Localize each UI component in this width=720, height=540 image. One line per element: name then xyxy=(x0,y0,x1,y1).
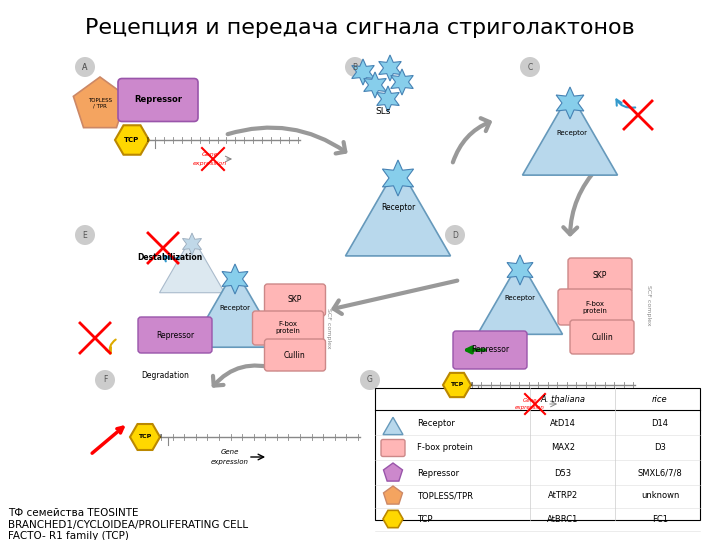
Text: expression: expression xyxy=(193,160,227,165)
Text: D: D xyxy=(452,231,458,240)
Polygon shape xyxy=(73,77,127,127)
Polygon shape xyxy=(391,69,413,95)
Text: G: G xyxy=(367,375,373,384)
Text: SCF complex: SCF complex xyxy=(325,308,330,348)
Circle shape xyxy=(520,57,540,77)
Text: Рецепция и передача сигнала стриголактонов: Рецепция и передача сигнала стриголактон… xyxy=(85,18,635,38)
FancyBboxPatch shape xyxy=(264,339,325,371)
Polygon shape xyxy=(352,59,374,85)
Text: Repressor: Repressor xyxy=(471,346,509,354)
Polygon shape xyxy=(382,160,413,196)
Polygon shape xyxy=(477,261,562,334)
FancyBboxPatch shape xyxy=(453,331,527,369)
Circle shape xyxy=(345,57,365,77)
Polygon shape xyxy=(556,87,584,119)
Polygon shape xyxy=(182,233,202,255)
Text: Receptor: Receptor xyxy=(557,130,588,136)
Text: TCP: TCP xyxy=(451,382,464,388)
Polygon shape xyxy=(507,255,533,285)
FancyBboxPatch shape xyxy=(118,78,198,122)
FancyBboxPatch shape xyxy=(253,311,323,345)
Text: SKP: SKP xyxy=(593,271,607,280)
Circle shape xyxy=(360,370,380,390)
Text: Receptor: Receptor xyxy=(505,295,536,301)
Text: F: F xyxy=(103,375,107,384)
Text: D14: D14 xyxy=(652,418,668,428)
Text: I: I xyxy=(159,435,161,440)
Circle shape xyxy=(445,225,465,245)
Polygon shape xyxy=(364,72,386,98)
Text: Receptor: Receptor xyxy=(220,305,251,311)
Text: B: B xyxy=(352,63,358,71)
Text: E: E xyxy=(83,231,87,240)
Text: Cullin: Cullin xyxy=(591,333,613,341)
Text: Repressor: Repressor xyxy=(156,330,194,340)
Text: Degradation: Degradation xyxy=(141,370,189,380)
Text: I: I xyxy=(470,382,472,388)
FancyBboxPatch shape xyxy=(381,440,405,456)
Polygon shape xyxy=(383,510,403,528)
Text: TCP: TCP xyxy=(417,515,433,523)
FancyBboxPatch shape xyxy=(558,289,632,325)
Polygon shape xyxy=(443,373,471,397)
Text: SKP: SKP xyxy=(288,295,302,305)
Text: D53: D53 xyxy=(554,469,572,477)
Text: Receptor: Receptor xyxy=(381,202,415,212)
Circle shape xyxy=(75,57,95,77)
Text: Gene: Gene xyxy=(202,152,218,158)
Polygon shape xyxy=(379,55,401,81)
FancyBboxPatch shape xyxy=(568,258,632,292)
Text: Gene: Gene xyxy=(523,397,537,402)
Text: F-box
protein: F-box protein xyxy=(276,321,300,334)
Polygon shape xyxy=(523,93,618,175)
Text: D3: D3 xyxy=(654,443,666,453)
Polygon shape xyxy=(115,125,149,155)
Text: ТФ семейства TEOSINTE
BRANCHED1/CYCLOIDEA/PROLIFERATING CELL
FACTO- R1 family (T: ТФ семейства TEOSINTE BRANCHED1/CYCLOIDE… xyxy=(8,508,248,540)
Polygon shape xyxy=(190,269,280,347)
Text: expression: expression xyxy=(515,406,545,410)
Polygon shape xyxy=(160,237,225,293)
Text: TCP: TCP xyxy=(138,435,152,440)
Text: SMXL6/7/8: SMXL6/7/8 xyxy=(638,469,683,477)
Text: Repressor: Repressor xyxy=(134,96,182,105)
Circle shape xyxy=(95,370,115,390)
Text: AtBRC1: AtBRC1 xyxy=(547,515,579,523)
Text: SLs: SLs xyxy=(375,107,391,117)
Text: Cullin: Cullin xyxy=(284,350,306,360)
Text: AtD14: AtD14 xyxy=(550,418,576,428)
Polygon shape xyxy=(222,264,248,294)
Text: I: I xyxy=(146,137,148,143)
Text: F-box protein: F-box protein xyxy=(417,443,473,453)
Text: A: A xyxy=(82,64,88,72)
Text: unknown: unknown xyxy=(641,491,679,501)
Polygon shape xyxy=(383,417,403,435)
Text: Gene: Gene xyxy=(221,449,239,455)
Circle shape xyxy=(75,225,95,245)
Polygon shape xyxy=(346,165,451,256)
Text: Receptor: Receptor xyxy=(417,418,455,428)
Text: expression: expression xyxy=(211,459,249,465)
FancyBboxPatch shape xyxy=(138,317,212,353)
Polygon shape xyxy=(130,424,160,450)
Polygon shape xyxy=(377,86,400,112)
FancyBboxPatch shape xyxy=(264,284,325,316)
Text: rice: rice xyxy=(652,395,668,403)
Text: SCF complex: SCF complex xyxy=(646,285,650,325)
Text: TOPLESS
/ TPR: TOPLESS / TPR xyxy=(88,98,112,109)
Text: A: A xyxy=(82,63,88,71)
Text: FC1: FC1 xyxy=(652,515,668,523)
Text: Destabilization: Destabilization xyxy=(138,253,202,262)
Text: Repressor: Repressor xyxy=(417,469,459,477)
Text: AtTRP2: AtTRP2 xyxy=(548,491,578,501)
Text: TCP: TCP xyxy=(125,137,140,143)
Text: TOPLESS/TPR: TOPLESS/TPR xyxy=(417,491,473,501)
FancyBboxPatch shape xyxy=(375,388,700,520)
Text: F-box
protein: F-box protein xyxy=(582,300,608,314)
Polygon shape xyxy=(384,463,402,481)
Text: C: C xyxy=(527,63,533,71)
Text: A. thaliana: A. thaliana xyxy=(541,395,585,403)
Text: MAX2: MAX2 xyxy=(551,443,575,453)
FancyBboxPatch shape xyxy=(570,320,634,354)
Polygon shape xyxy=(384,486,402,504)
